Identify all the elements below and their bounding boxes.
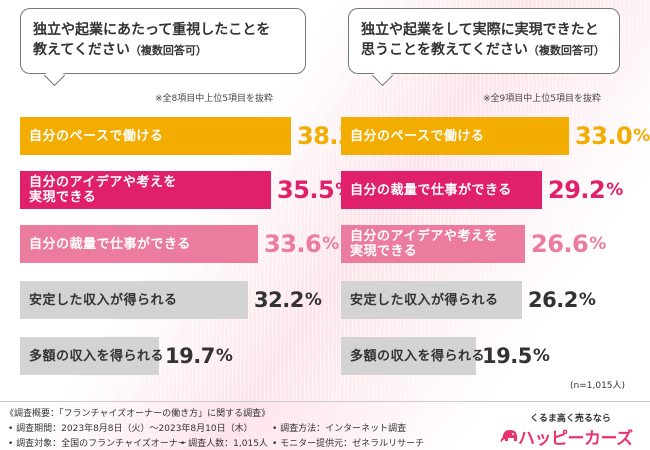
left-bar-label-2: 自分のアイデアや考えを 実現できる <box>29 175 177 205</box>
left-bar-2: 自分のアイデアや考えを 実現できる <box>20 171 271 209</box>
happy-cars-logo: くるま高く売るなら ハッピーカーズ <box>500 411 645 449</box>
left-bar-3: 自分の裁量で仕事ができる <box>20 225 258 263</box>
survey-title: 《調査概要：「フランチャイズオーナーの働き方」に関する調査》 <box>5 409 271 419</box>
right-bar-label-5: 多額の収入を得られる <box>350 348 486 364</box>
right-bar-label-2: 自分の裁量で仕事ができる <box>350 182 512 198</box>
right-bar-value-3: 26.6% <box>531 230 606 258</box>
logo-name: ハッピーカーズ <box>518 429 633 449</box>
left-bar-label-1: 自分のペースで働ける <box>29 128 164 144</box>
right-bar-label-1: 自分のペースで働ける <box>350 128 485 144</box>
right-bar-1: 自分のペースで働ける <box>341 117 569 155</box>
left-bar-label-4: 安定した収入が得られる <box>29 292 178 308</box>
survey-provider: • モニター提供元：ゼネラルリサーチ <box>272 439 425 449</box>
sample-size: (n=1,015人) <box>570 381 626 391</box>
logo-tagline: くるま高く売るなら <box>530 414 611 424</box>
left-bar-label-5: 多額の収入を得られる <box>29 348 165 364</box>
left-bar-value-4: 32.2% <box>254 288 322 312</box>
left-bar-1: 自分のペースで働ける <box>20 117 291 155</box>
right-bar-value-2: 29.2% <box>548 176 623 204</box>
survey-count: • 調査人数：1,015人 <box>180 439 268 449</box>
right-bar-label-3: 自分のアイデアや考えを 実現できる <box>350 229 498 259</box>
right-question-line1: 独立や起業をして実際に実現できたと <box>361 22 599 38</box>
right-bar-label-4: 安定した収入が得られる <box>350 292 499 308</box>
right-bar-value-5: 19.5% <box>482 344 550 368</box>
right-bar-4: 安定した収入が得られる <box>341 281 522 319</box>
right-bar-3: 自分のアイデアや考えを 実現できる <box>341 225 525 263</box>
left-question-line2: 教えてください <box>33 42 130 58</box>
left-question-suffix: （複数回答可） <box>129 44 207 57</box>
survey-period: • 調査期間：2023年8月8日（火）～2023年8月10日（木） <box>8 424 253 434</box>
elephant-icon <box>500 430 517 443</box>
left-bar-5: 多額の収入を得られる <box>20 337 164 375</box>
right-bar-2: 自分の裁量で仕事ができる <box>341 171 542 209</box>
left-question-bubble: 独立や起業にあたって重視したことを 教えてください（複数回答可） <box>20 8 306 87</box>
right-bar-value-1: 33.0% <box>575 122 650 150</box>
right-question-suffix: （複数回答可） <box>527 44 605 57</box>
right-question-line2: 思うことを教えてください <box>361 42 528 58</box>
right-bar-value-4: 26.2% <box>528 288 596 312</box>
left-bar-4: 安定した収入が得られる <box>20 281 248 319</box>
survey-method: • 調査方法：インターネット調査 <box>272 424 407 434</box>
right-question-bubble: 独立や起業をして実際に実現できたと 思うことを教えてください（複数回答可） <box>348 8 620 87</box>
left-bar-value-5: 19.7% <box>165 344 233 368</box>
survey-target: • 調査対象：全国のフランチャイズオーナー <box>8 439 187 449</box>
right-note: ※全9項目中上位5項目を抜粋 <box>483 94 601 104</box>
left-question-line1: 独立や起業にあたって重視したことを <box>33 22 271 38</box>
left-bar-value-3: 33.6% <box>264 230 339 258</box>
left-note: ※全8項目中上位5項目を抜粋 <box>155 94 273 104</box>
footer-divider <box>0 401 650 402</box>
right-bar-5: 多額の収入を得られる <box>341 337 485 375</box>
left-bar-label-3: 自分の裁量で仕事ができる <box>29 236 191 252</box>
